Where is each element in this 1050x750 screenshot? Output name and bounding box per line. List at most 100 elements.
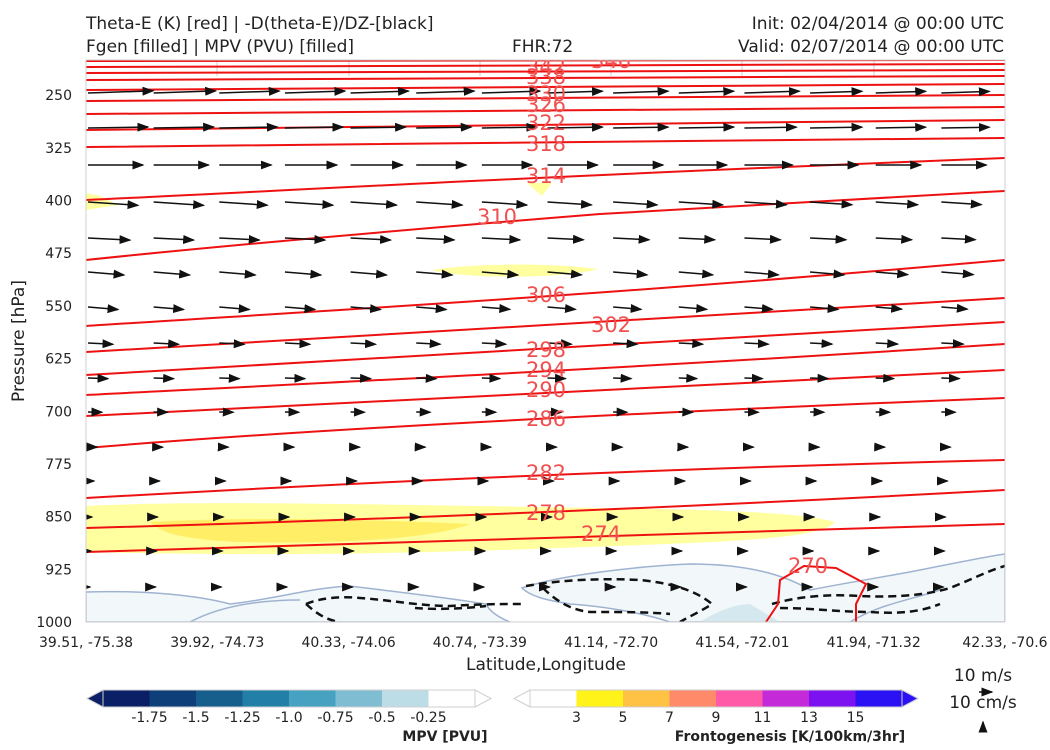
theta-e-label-306: 306 [526,283,566,307]
wind-vector [481,373,502,383]
colorbar-swatch [530,690,577,707]
colorbar-swatch [196,690,243,707]
wind-vector [284,339,312,349]
wind-vector [350,122,408,132]
init-time: Init: 02/04/2014 @ 00:00 UTC [751,14,1004,34]
fgen-fill-upper-mid [527,183,552,196]
wind-vector [284,86,347,96]
theta-e-310b [86,190,1005,261]
wind-vector [810,303,840,313]
wind-vector [810,373,830,383]
wind-vector [284,234,327,244]
wind-vector [481,234,522,244]
y-tick-label: 250 [45,88,72,104]
wind-vector [941,87,991,97]
y-tick-label: 325 [45,141,72,157]
wind-vector [219,122,279,132]
colorbar-swatch [428,690,476,707]
wind-vector [613,234,651,244]
wind-vector [678,199,725,209]
wind-vector [481,199,529,209]
wind-vector [810,87,864,97]
wind-vector [744,373,764,383]
x-tick-label: 40.74, -73.39 [433,635,527,651]
colorbar-extend-left [85,689,104,708]
colorbar-extend-right [474,689,493,708]
wind-vector [613,373,633,383]
y-tick-label: 550 [45,299,72,315]
wind-vector [941,303,969,313]
theta-e-label-278: 278 [526,501,566,525]
wind-vector [153,269,192,279]
wind-scale: 10 m/s 10 cm/s [949,666,1017,733]
colorbar-swatch [762,690,810,707]
forecast-hour: FHR:72 [512,37,574,57]
wind-vector [941,122,991,132]
mpv-colorbar-title: MPV [PVU] [402,729,487,745]
wind-vector [875,87,928,97]
wind-vector [87,122,150,132]
wind-vector [350,234,393,244]
wind-vector [941,234,977,244]
wind-vector [613,87,670,97]
wind-vector [153,234,196,244]
colorbar-swatch [576,690,624,707]
wind-vector [613,303,643,313]
wind-vector [941,373,961,383]
wind-vector [678,269,715,279]
wind-scale-vertical-label: 10 cm/s [949,693,1017,713]
wind-vector [678,303,709,313]
theta-e-label-338: 338 [526,65,566,89]
fgen-fill-low-level-core [150,518,470,543]
y-tick-label: 775 [45,457,72,473]
mpv-line-left-lower [189,599,301,622]
wind-vector [87,269,126,279]
colorbar-swatch [242,690,290,707]
colorbar-tick-label: -0.5 [368,710,395,726]
colorbar-swatch [382,690,429,707]
dthetae-contour-left-inner [305,603,341,622]
mpv-colorbar: -1.75 -1.5 -1.25 -1.0 -0.75 -0.5 -0.25 [85,689,493,726]
top-gridlines [216,60,875,76]
x-tick-label: 41.54, -72.01 [695,635,789,651]
fgen-fill-upper-left [86,193,118,210]
colorbar-frame [529,689,903,708]
wind-vector [87,86,155,96]
x-tick-label: 41.14, -72.70 [564,635,658,651]
wind-vector [416,199,464,209]
plot-frame [85,59,1006,623]
mpv-fills [86,553,1005,622]
theta-e-334 [86,75,1005,81]
wind-vector [744,234,782,244]
wind-vector [810,339,834,349]
wind-vector [153,86,218,96]
wind-vector [219,86,281,96]
wind-vector [744,199,788,209]
wind-vector [547,303,577,313]
wind-vector [284,373,307,383]
wind-vector [941,269,975,279]
wind-vector [350,269,389,279]
wind-vector [87,304,120,314]
wind-vector [219,339,246,349]
wind-vector [416,234,456,244]
plot-area: 342 338 346 330 326 322 318 314 310 306 … [86,55,1005,622]
wind-vector [284,200,335,209]
theta-e-282 [86,459,1005,499]
colorbar-swatch [103,690,150,707]
wind-vector [481,303,512,313]
wind-vector [481,122,539,132]
colorbar-tick-label: 13 [800,710,818,726]
colorbar-swatch [149,690,197,707]
wind-vector [219,373,241,383]
y-axis: 250 325 400 475 550 625 700 775 850 925 1000 [36,88,72,631]
theta-e-label-270: 270 [788,554,828,578]
wind-vector [350,339,378,349]
y-tick-label: 850 [45,510,72,526]
wind-vector [941,199,983,209]
theta-e-338 [86,69,1005,74]
theta-e-label-342: 342 [526,55,566,79]
wind-vector [416,269,454,279]
theta-e-label-286: 286 [526,407,566,431]
